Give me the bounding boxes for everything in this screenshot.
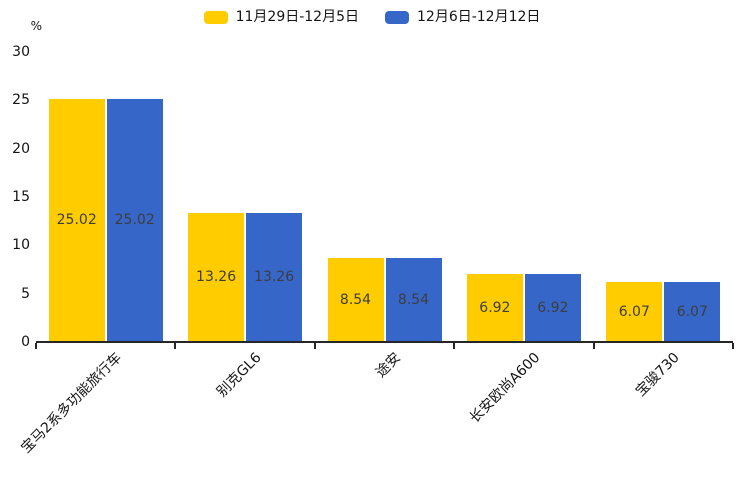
bar-value-label: 25.02	[56, 212, 97, 229]
y-tick-label: 30	[12, 44, 30, 60]
bar-series1-cat4	[664, 282, 721, 341]
legend-item-0[interactable]: 11月29日-12月5日	[203, 7, 359, 27]
bar-series1-cat3	[524, 274, 581, 341]
y-tick-label: 15	[12, 189, 30, 205]
x-category-label: 别克GL6	[213, 349, 265, 401]
y-axis-unit-label: %	[30, 19, 42, 33]
bar-series0-cat2	[327, 258, 384, 341]
x-axis-tick	[453, 343, 456, 349]
y-tick-label: 5	[21, 285, 30, 302]
bar-series1-cat2	[385, 258, 442, 341]
legend-item-1[interactable]: 12月6日-12月12日	[385, 7, 540, 27]
x-category-label: 长安欧尚A600	[466, 349, 543, 427]
bar-series1-cat0	[106, 99, 163, 341]
bar-value-label: 13.26	[196, 268, 237, 285]
bar-value-label: 13.26	[254, 268, 295, 285]
x-category-label: 宝骏730	[632, 349, 683, 400]
x-axis-tick	[732, 343, 734, 349]
x-axis-tick	[313, 343, 316, 349]
bar-series0-cat0	[48, 99, 105, 341]
bar-value-label: 6.92	[479, 299, 511, 316]
y-tick-label: 10	[12, 237, 30, 254]
bar-value-label: 25.02	[114, 212, 155, 229]
legend-label: 12月6日-12月12日	[417, 9, 541, 25]
bar-series1-cat1	[246, 212, 303, 341]
x-axis-tick	[592, 343, 595, 349]
x-category-label: 宝马2系多功能旅行车	[18, 349, 125, 457]
bar-value-label: 8.54	[397, 291, 430, 308]
legend-label: 11月29日-12月5日	[235, 9, 359, 25]
y-tick-label: 20	[12, 140, 30, 157]
y-tick-label: 0	[21, 334, 30, 350]
x-axis-line	[36, 341, 733, 343]
x-axis-tick	[174, 343, 177, 349]
y-tick-label: 25	[12, 92, 30, 109]
bar-value-label: 6.92	[537, 299, 569, 316]
x-axis-tick	[35, 343, 37, 349]
bar-value-label: 6.07	[676, 303, 708, 320]
bar-series0-cat1	[188, 212, 245, 341]
bar-value-label: 6.07	[618, 303, 650, 320]
legend-swatch-icon	[385, 10, 409, 24]
bar-value-label: 8.54	[339, 291, 372, 308]
bar-series0-cat3	[466, 274, 523, 341]
chart-legend: 11月29日-12月5日 12月6日-12月12日	[0, 7, 744, 27]
bar-series0-cat4	[606, 282, 663, 341]
x-category-label: 途安	[372, 349, 404, 381]
legend-swatch-icon	[203, 10, 228, 24]
